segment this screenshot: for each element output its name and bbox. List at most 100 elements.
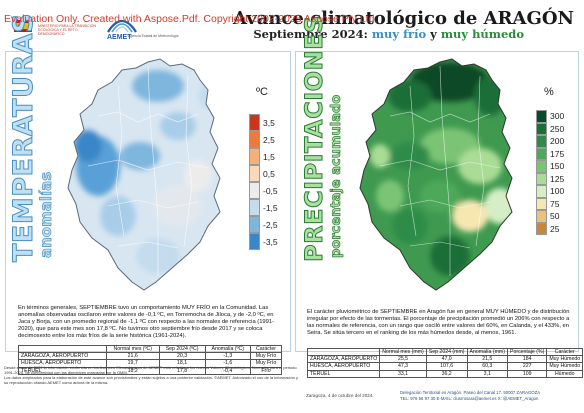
temperature-table-cell: 21,6 — [105, 352, 160, 361]
temperature-legend-swatch — [249, 199, 260, 216]
precipitation-legend-swatch — [536, 210, 547, 223]
precipitation-legend-label: 75 — [550, 198, 560, 209]
temperature-legend-swatch — [249, 182, 260, 199]
agency-name: Agencia Estatal de Meteorología — [128, 34, 179, 38]
footer-date: Zaragoza, 4 de octubre del 2024. — [306, 393, 374, 398]
precipitation-table-cell: Muy Húmedo — [546, 362, 584, 371]
precipitation-legend-swatch — [536, 160, 547, 173]
temperature-table-cell: Muy Frío — [250, 359, 282, 368]
temperature-table-cell: HUESCA, AEROPUERTO — [18, 359, 107, 368]
precipitation-table-header-cell: Normal mes (mm) — [379, 347, 427, 357]
precipitation-legend-label: 175 — [550, 148, 565, 159]
temperature-table-cell: Muy Frío — [250, 352, 282, 361]
subtitle-prefix: Septiembre 2024: — [253, 27, 368, 41]
temperature-table-header-cell: Anomalía (ºC) — [204, 344, 251, 354]
temperature-title: TEMPERATURAS — [8, 12, 40, 262]
precipitation-table-header-cell: Carácter — [546, 347, 584, 357]
precipitation-legend-label: 25 — [550, 223, 560, 234]
precipitation-legend-label: 100 — [550, 186, 565, 197]
precipitation-table-header-cell: Anomalía (mm) — [466, 347, 509, 357]
subtitle-wet: muy húmedo — [440, 27, 524, 41]
page-subtitle: Septiembre 2024: muy frío y muy húmedo — [253, 27, 524, 41]
precipitation-table-cell: 107,6 — [425, 362, 468, 371]
temperature-table-cell: 18,1 — [158, 359, 206, 368]
precipitation-legend-label: 150 — [550, 161, 565, 172]
precipitation-table-cell: 25,5 — [379, 355, 427, 364]
temperature-table-row: ZARAGOZA, AEROPUERTO 21,6 20,3 -1,3 Muy Frío — [18, 352, 282, 361]
precipitation-legend-label: 200 — [550, 136, 565, 147]
subtitle-and: y — [430, 27, 437, 41]
precipitation-table-cell: 60,3 — [466, 362, 509, 371]
temperature-legend-label: 2,5 — [263, 134, 275, 145]
precipitation-table-cell: Húmedo — [546, 369, 584, 378]
subtitle-cold: muy frío — [371, 27, 427, 41]
precipitation-table-cell: 36,2 — [425, 369, 468, 378]
temperature-legend-swatch — [249, 233, 260, 250]
precipitation-table-cell: 33,1 — [379, 369, 427, 378]
precipitation-table-cell: 184 — [506, 355, 548, 364]
header: Evaluation Only. Created with Aspose.Pdf… — [0, 0, 584, 46]
temperature-anomaly-map — [67, 58, 221, 291]
temperature-table: Normal mes (ºC) Sep 2024 (ºC) Anomalía (ºC… — [18, 344, 282, 375]
precipitation-table-cell: 47,0 — [425, 355, 468, 364]
precipitation-table: Normal mes (mm) Sep 2024 (mm) Anomalía (mm… — [306, 347, 584, 378]
temperature-legend-label: 3,5 — [263, 117, 275, 128]
temperature-legend-swatch — [249, 165, 260, 182]
temperature-legend-label: 0,5 — [263, 168, 275, 179]
temperature-legend-unit: ºC — [256, 86, 268, 98]
temperature-table-cell: Frío — [250, 366, 282, 375]
temperature-legend-swatch — [249, 148, 260, 165]
precipitation-legend-label: 250 — [550, 123, 565, 134]
precipitation-legend-label: 300 — [550, 111, 565, 122]
precipitation-table-cell: Muy Húmedo — [546, 355, 584, 364]
temperature-table-row: HUESCA, AEROPUERTO 19,7 18,1 -1,6 Muy Frío — [18, 359, 282, 368]
ministry-name: MINISTERIO PARA LA TRANSICIÓN ECOLÓGICA … — [38, 24, 97, 36]
temperature-table-cell: TERUEL — [18, 366, 107, 375]
footer-address: Delegación Territorial en Aragón. Paseo … — [400, 390, 540, 402]
temperature-legend-swatch — [249, 114, 260, 131]
temperature-table-header-cell: Normal mes (ºC) — [105, 344, 160, 354]
precipitation-legend-swatch — [536, 122, 547, 135]
precipitation-legend-swatch — [536, 110, 547, 123]
temperature-table-header-cell: Carácter — [250, 344, 282, 354]
precipitation-vertical-title: PRECIPITACIONES porcentaje acumulado — [300, 15, 350, 263]
precipitation-table-cell: 47,3 — [379, 362, 427, 371]
temperature-legend-swatch — [249, 131, 260, 148]
precipitation-legend-label: 125 — [550, 173, 565, 184]
precipitation-table-cell: TERUEL — [306, 369, 381, 378]
contact-line: TEL: 976 56 97 30 E-MAIL: clusrrosara@ae… — [400, 396, 539, 401]
page-title: Avance climatológico de ARAGÓN — [233, 8, 574, 29]
disclaimer-normals: Desde enero de 2024 la información conte… — [4, 365, 297, 375]
precipitation-legend-unit: % — [544, 86, 554, 98]
disclaimer-provisional: Los datos empleados para la elaboración … — [4, 375, 299, 385]
temperature-legend-label: -0,5 — [263, 185, 278, 196]
precipitation-legend-swatch — [536, 147, 547, 160]
spanish-government-logo — [12, 17, 34, 37]
precipitation-table-row: HUESCA, AEROPUERTO 47,3 107,6 60,3 227 Muy Hú… — [306, 362, 584, 371]
temperature-table-cell: ZARAGOZA, AEROPUERTO — [18, 352, 107, 361]
precipitation-subtitle: porcentaje acumulado — [329, 94, 345, 258]
temperature-legend-label: -3,5 — [263, 236, 278, 247]
precipitation-title: PRECIPITACIONES — [300, 15, 329, 263]
temperature-table-cell: 19,7 — [105, 359, 160, 368]
precipitation-legend-swatch — [536, 222, 547, 235]
precipitation-legend-swatch — [536, 185, 547, 198]
temperature-table-cell: 18,2 — [105, 366, 160, 375]
precipitation-table-cell: 227 — [506, 362, 548, 371]
precipitation-table-cell: ZARAGOZA, AEROPUERTO — [306, 355, 381, 364]
temperature-legend-label: -1,5 — [263, 202, 278, 213]
precipitation-table-header: Normal mes (mm) Sep 2024 (mm) Anomalía (mm… — [306, 347, 584, 357]
precipitation-legend-swatch — [536, 197, 547, 210]
temperature-table-row: TERUEL 18,2 17,8 -0,4 Frío — [18, 366, 282, 375]
watermark-text: Evaluation Only. Created with Aspose.Pdf… — [4, 13, 378, 25]
precipitation-legend-swatch — [536, 172, 547, 185]
temperature-table-header-cell — [18, 344, 107, 354]
address-line: Delegación Territorial en Aragón. Paseo … — [400, 390, 541, 395]
precipitation-legend-swatch — [536, 135, 547, 148]
temperature-table-cell: 20,3 — [158, 352, 206, 361]
temperature-summary: En términos generales, SEPTIEMBRE tuvo u… — [18, 305, 275, 339]
precipitation-summary: El carácter pluviométrico de SEPTIEMBRE … — [307, 309, 570, 336]
temperature-table-header: Normal mes (ºC) Sep 2024 (ºC) Anomalía (ºC… — [18, 344, 282, 354]
temperature-table-cell: 17,8 — [158, 366, 206, 375]
